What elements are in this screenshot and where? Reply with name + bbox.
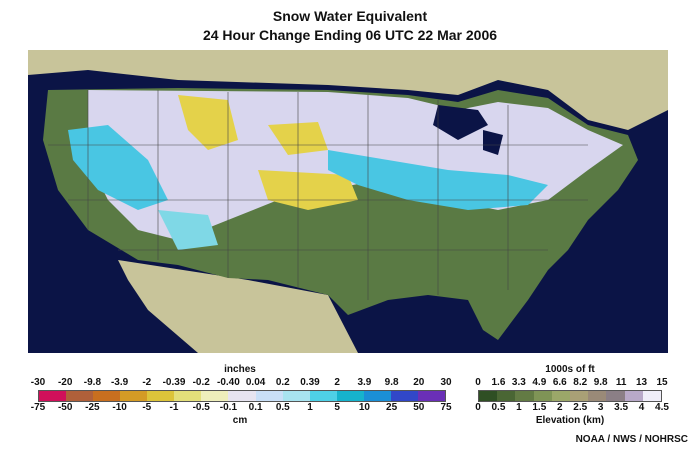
cm-tick: -5 bbox=[142, 402, 152, 413]
inches-tick: 20 bbox=[413, 377, 425, 388]
km-tick: 2.5 bbox=[573, 402, 588, 413]
ft-tick: 9.8 bbox=[593, 377, 608, 388]
inches-tick: 0.2 bbox=[275, 377, 290, 388]
swe-color-swatch bbox=[174, 391, 202, 401]
elevation-color-swatch bbox=[642, 391, 662, 401]
cm-tick: 10 bbox=[358, 402, 370, 413]
ft-tick: 1.6 bbox=[491, 377, 506, 388]
km-tick: 3.5 bbox=[614, 402, 629, 413]
cm-tick: 75 bbox=[440, 402, 452, 413]
ft-tick: 0 bbox=[475, 377, 481, 388]
swe-color-swatch bbox=[363, 391, 391, 401]
inches-tick: -0.39 bbox=[162, 377, 186, 388]
elevation-color-swatch bbox=[479, 391, 498, 401]
swe-color-swatch bbox=[336, 391, 364, 401]
snow-water-equivalent-map bbox=[28, 50, 668, 353]
cm-tick: -0.1 bbox=[219, 402, 238, 413]
ft-tick: 4.9 bbox=[532, 377, 547, 388]
swe-color-swatch bbox=[228, 391, 256, 401]
inches-tick: -30 bbox=[30, 377, 46, 388]
elevation-color-swatch bbox=[606, 391, 625, 401]
swe-color-swatch bbox=[66, 391, 94, 401]
snow-gain-cyan-sw bbox=[158, 210, 218, 250]
swe-color-swatch bbox=[282, 391, 310, 401]
ft-ticks: 0 1.6 3.3 4.9 6.6 8.2 9.8 11 13 15 bbox=[475, 377, 667, 389]
inches-tick: -0.40 bbox=[216, 377, 240, 388]
cm-tick: 5 bbox=[334, 402, 340, 413]
swe-color-swatch bbox=[309, 391, 337, 401]
inches-tick: -9.8 bbox=[83, 377, 102, 388]
elevation-color-swatch bbox=[588, 391, 607, 401]
elevation-color-swatch bbox=[624, 391, 643, 401]
inches-tick: 9.8 bbox=[384, 377, 399, 388]
snow-loss-yellow-1 bbox=[178, 95, 238, 150]
km-tick: 4.5 bbox=[655, 402, 669, 413]
ft-tick: 15 bbox=[656, 377, 668, 388]
swe-color-swatch bbox=[417, 391, 445, 401]
swe-color-swatch bbox=[120, 391, 148, 401]
inches-tick: -3.9 bbox=[110, 377, 129, 388]
elevation-color-swatch bbox=[515, 391, 534, 401]
elevation-color-swatch bbox=[533, 391, 552, 401]
elevation-color-bar bbox=[478, 390, 662, 402]
cm-tick: -75 bbox=[30, 402, 46, 413]
inches-tick: 30 bbox=[440, 377, 452, 388]
cm-tick: -50 bbox=[57, 402, 73, 413]
inches-ticks: -30 -20 -9.8 -3.9 -2 -0.39 -0.2 -0.40 0.04 0.2 0.3… bbox=[31, 377, 452, 389]
swe-color-swatch bbox=[39, 391, 67, 401]
inches-tick: 0.04 bbox=[245, 377, 266, 388]
elevation-color-swatch bbox=[551, 391, 571, 401]
cm-tick: 50 bbox=[413, 402, 425, 413]
great-lakes bbox=[433, 105, 503, 155]
cm-tick: -1 bbox=[169, 402, 179, 413]
inches-tick: -20 bbox=[57, 377, 73, 388]
swe-color-swatch bbox=[147, 391, 175, 401]
inches-tick: -2 bbox=[142, 377, 152, 388]
km-tick: 1.5 bbox=[532, 402, 547, 413]
ft-tick: 6.6 bbox=[552, 377, 567, 388]
swe-color-swatch bbox=[93, 391, 121, 401]
inches-tick: 2 bbox=[334, 377, 340, 388]
km-ticks: 0 0.5 1 1.5 2 2.5 3 3.5 4 4.5 bbox=[475, 402, 669, 414]
elevation-color-swatch bbox=[497, 391, 516, 401]
elevation-color-swatch bbox=[570, 391, 589, 401]
inches-tick: 0.39 bbox=[300, 377, 320, 388]
canada-land bbox=[28, 50, 668, 130]
swe-color-swatch bbox=[201, 391, 229, 401]
snow-gain-cyan-west bbox=[68, 125, 168, 210]
cm-ticks: -75 -50 -25 -10 -5 -1 -0.5 -0.1 0.1 0.5 1 5 10 25 50 75 bbox=[31, 402, 452, 414]
ft-tick: 13 bbox=[635, 377, 648, 388]
title-line-1: Snow Water Equivalent bbox=[272, 8, 428, 24]
cm-tick: -10 bbox=[112, 402, 127, 413]
cm-tick: -25 bbox=[85, 402, 100, 413]
swe-color-swatch bbox=[255, 391, 283, 401]
km-tick: 0.5 bbox=[491, 402, 506, 413]
swe-top-unit: inches bbox=[224, 364, 256, 375]
km-tick: 2 bbox=[556, 402, 563, 413]
km-tick: 4 bbox=[638, 402, 645, 413]
cm-tick: 0.1 bbox=[248, 402, 263, 413]
inches-tick: -0.2 bbox=[192, 377, 210, 388]
elev-bottom-unit: Elevation (km) bbox=[535, 415, 605, 426]
swe-color-swatch bbox=[390, 391, 418, 401]
km-tick: 0 bbox=[475, 402, 481, 413]
ft-tick: 11 bbox=[615, 377, 627, 388]
cm-tick: 0.5 bbox=[275, 402, 290, 413]
inches-tick: 3.9 bbox=[357, 377, 372, 388]
km-tick: 3 bbox=[597, 402, 604, 413]
ft-tick: 8.2 bbox=[573, 377, 588, 388]
swe-color-bar bbox=[38, 390, 446, 402]
swe-bottom-unit: cm bbox=[232, 415, 248, 426]
title-line-2: 24 Hour Change Ending 06 UTC 22 Mar 2006 bbox=[202, 27, 498, 43]
cm-tick: 25 bbox=[386, 402, 398, 413]
cm-tick: -0.5 bbox=[192, 402, 210, 413]
mexico-land bbox=[118, 260, 358, 353]
state-borders bbox=[48, 90, 588, 300]
ft-tick: 3.3 bbox=[511, 377, 526, 388]
cm-tick: 1 bbox=[307, 402, 313, 413]
km-tick: 1 bbox=[516, 402, 522, 413]
elev-top-unit: 1000s of ft bbox=[545, 364, 595, 375]
credit-text: NOAA / NWS / NOHRSC bbox=[575, 434, 688, 445]
